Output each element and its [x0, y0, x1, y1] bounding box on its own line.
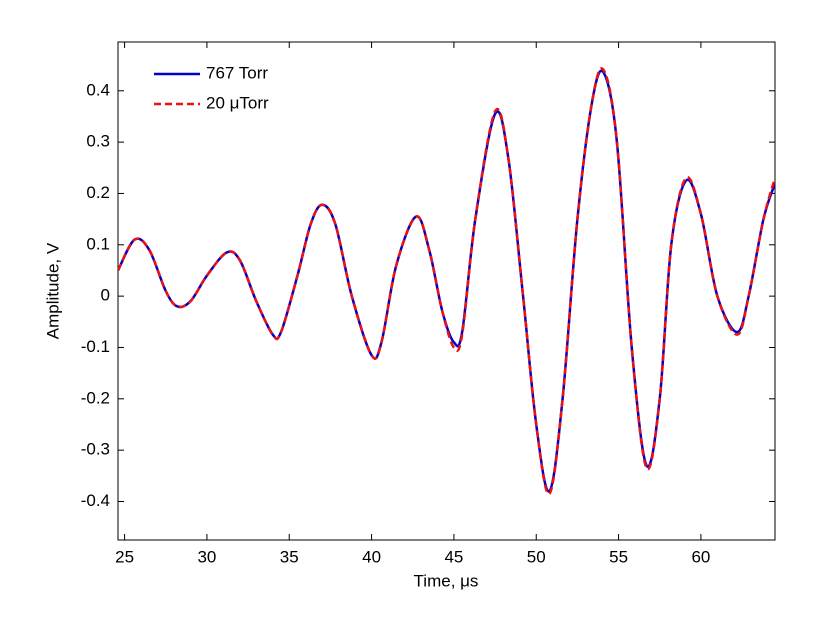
- x-tick-label: 40: [362, 547, 381, 566]
- x-tick-label: 60: [691, 547, 710, 566]
- y-tick-label: 0.1: [86, 234, 110, 253]
- x-tick-label: 55: [609, 547, 628, 566]
- y-tick-label: 0.3: [86, 132, 110, 151]
- y-tick-label: -0.2: [81, 388, 110, 407]
- y-tick-label: -0.4: [81, 491, 110, 510]
- x-tick-label: 35: [280, 547, 299, 566]
- y-tick-label: 0.2: [86, 183, 110, 202]
- plot-area: [117, 41, 776, 541]
- x-axis-label: Time, μs: [414, 571, 479, 590]
- y-tick-label: -0.3: [81, 440, 110, 459]
- x-tick-label: 25: [115, 547, 134, 566]
- y-tick-label: 0: [101, 286, 110, 305]
- x-tick-label: 45: [444, 547, 463, 566]
- y-tick-label: -0.1: [81, 337, 110, 356]
- y-tick-label: 0.4: [86, 80, 110, 99]
- legend-label: 20 μTorr: [206, 93, 269, 112]
- series-line: [118, 67, 775, 496]
- y-axis-label: Amplitude, V: [43, 242, 62, 339]
- legend-label: 767 Torr: [206, 63, 268, 82]
- x-tick-label: 50: [527, 547, 546, 566]
- x-tick-label: 30: [197, 547, 216, 566]
